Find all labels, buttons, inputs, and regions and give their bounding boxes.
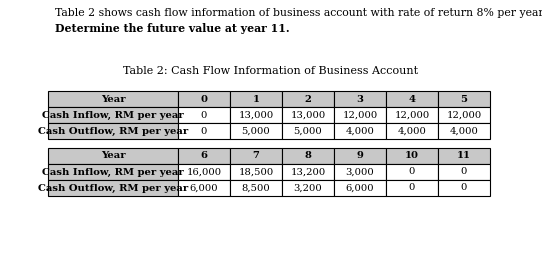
Text: 0: 0 — [461, 168, 467, 177]
Bar — [438, 91, 490, 107]
Text: 6,000: 6,000 — [346, 184, 375, 193]
Text: 3: 3 — [357, 94, 364, 103]
Bar — [48, 123, 178, 139]
Text: 5,000: 5,000 — [242, 127, 270, 135]
Bar — [438, 180, 490, 196]
Text: 12,000: 12,000 — [447, 110, 482, 119]
Bar — [178, 107, 230, 123]
Bar — [334, 164, 386, 180]
Text: 13,000: 13,000 — [291, 110, 326, 119]
Text: Table 2: Cash Flow Information of Business Account: Table 2: Cash Flow Information of Busine… — [124, 66, 418, 76]
Bar — [230, 180, 282, 196]
Text: Year: Year — [101, 152, 125, 160]
Bar — [48, 164, 178, 180]
Text: Year: Year — [101, 94, 125, 103]
Bar — [282, 164, 334, 180]
Text: 5: 5 — [461, 94, 468, 103]
Bar — [282, 91, 334, 107]
Text: 8,500: 8,500 — [242, 184, 270, 193]
Text: 4,000: 4,000 — [398, 127, 427, 135]
Bar — [334, 123, 386, 139]
Bar — [438, 148, 490, 164]
Text: 18,500: 18,500 — [238, 168, 274, 177]
Bar — [282, 180, 334, 196]
Text: Cash Outflow, RM per year: Cash Outflow, RM per year — [38, 184, 188, 193]
Text: 12,000: 12,000 — [395, 110, 430, 119]
Bar — [438, 123, 490, 139]
Bar — [282, 107, 334, 123]
Text: 12,000: 12,000 — [343, 110, 378, 119]
Text: 0: 0 — [461, 184, 467, 193]
Bar — [230, 91, 282, 107]
Bar — [386, 180, 438, 196]
Text: 11: 11 — [457, 152, 471, 160]
Bar — [386, 164, 438, 180]
Text: 7: 7 — [253, 152, 260, 160]
Text: 4: 4 — [409, 94, 416, 103]
Text: 0: 0 — [409, 184, 415, 193]
Text: 6: 6 — [201, 152, 208, 160]
Text: 16,000: 16,000 — [186, 168, 222, 177]
Text: 0: 0 — [409, 168, 415, 177]
Bar — [230, 123, 282, 139]
Bar — [334, 180, 386, 196]
Text: 10: 10 — [405, 152, 419, 160]
Bar — [48, 107, 178, 123]
Text: 4,000: 4,000 — [346, 127, 375, 135]
Bar — [48, 148, 178, 164]
Bar — [282, 148, 334, 164]
Text: 13,000: 13,000 — [238, 110, 274, 119]
Bar — [178, 148, 230, 164]
Bar — [334, 148, 386, 164]
Text: Determine the future value at year 11.: Determine the future value at year 11. — [55, 23, 289, 34]
Bar — [386, 148, 438, 164]
Text: 0: 0 — [201, 94, 208, 103]
Bar — [386, 123, 438, 139]
Text: 4,000: 4,000 — [449, 127, 479, 135]
Text: 0: 0 — [201, 110, 207, 119]
Text: Cash Inflow, RM per year: Cash Inflow, RM per year — [42, 110, 184, 119]
Text: Cash Outflow, RM per year: Cash Outflow, RM per year — [38, 127, 188, 135]
Bar — [386, 107, 438, 123]
Text: 3,000: 3,000 — [346, 168, 375, 177]
Bar — [230, 148, 282, 164]
Text: 2: 2 — [305, 94, 312, 103]
Bar — [438, 107, 490, 123]
Bar — [178, 123, 230, 139]
Bar — [230, 164, 282, 180]
Bar — [334, 107, 386, 123]
Text: 13,200: 13,200 — [291, 168, 326, 177]
Bar — [230, 107, 282, 123]
Bar — [386, 91, 438, 107]
Text: 5,000: 5,000 — [294, 127, 322, 135]
Text: Cash Inflow, RM per year: Cash Inflow, RM per year — [42, 168, 184, 177]
Text: 6,000: 6,000 — [190, 184, 218, 193]
Bar — [282, 123, 334, 139]
Bar — [178, 180, 230, 196]
Bar — [334, 91, 386, 107]
Text: 3,200: 3,200 — [294, 184, 322, 193]
Text: 8: 8 — [305, 152, 312, 160]
Bar — [48, 91, 178, 107]
Text: 1: 1 — [253, 94, 260, 103]
Bar — [48, 180, 178, 196]
Bar — [178, 164, 230, 180]
Text: 0: 0 — [201, 127, 207, 135]
Text: 9: 9 — [357, 152, 364, 160]
Bar — [178, 91, 230, 107]
Text: Table 2 shows cash flow information of business account with rate of return 8% p: Table 2 shows cash flow information of b… — [55, 8, 542, 18]
Bar — [438, 164, 490, 180]
